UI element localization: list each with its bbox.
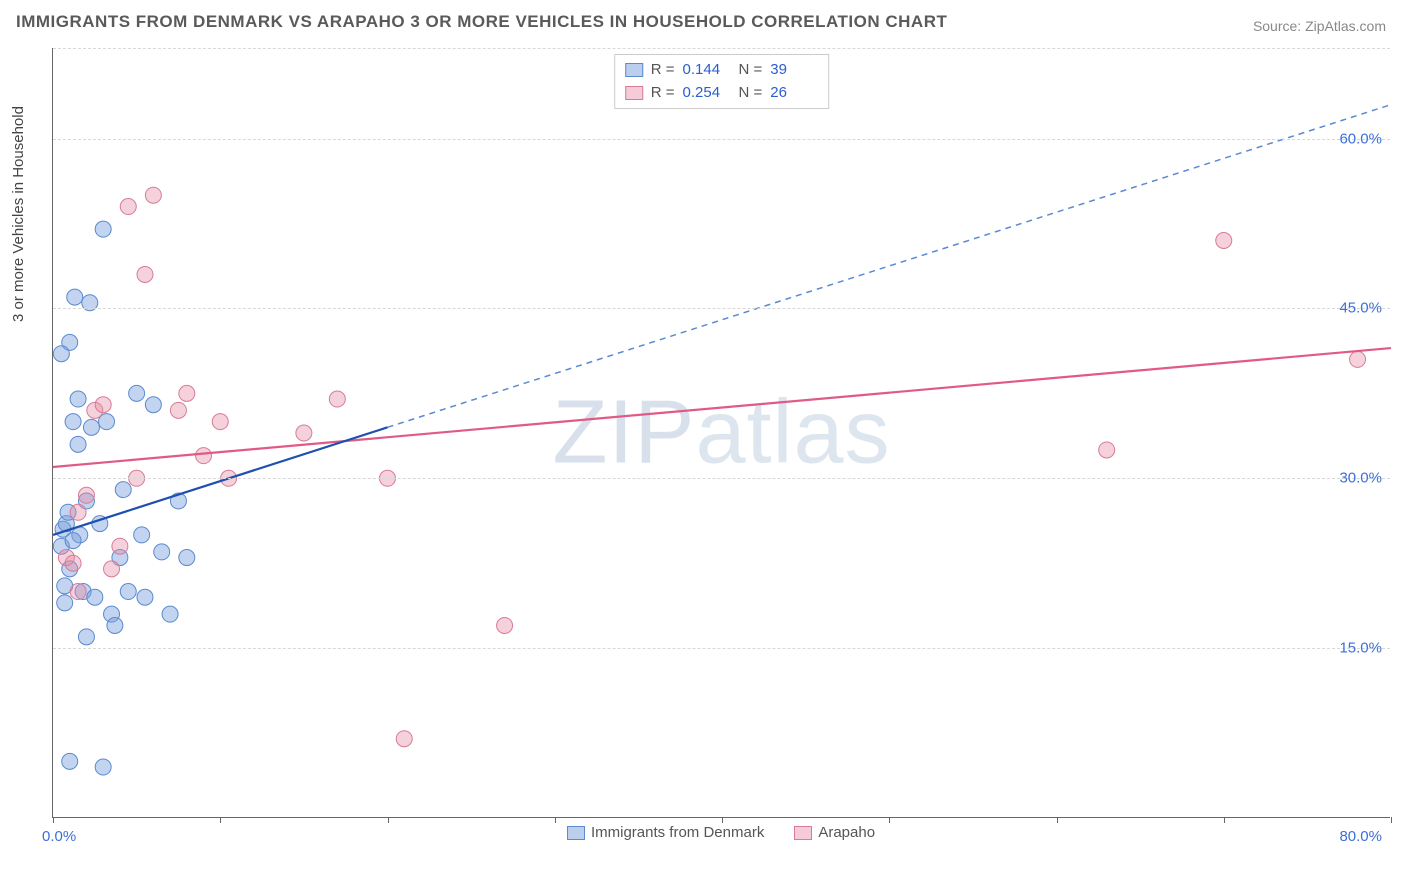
chart-title: IMMIGRANTS FROM DENMARK VS ARAPAHO 3 OR … [16,12,947,32]
stat-n-value: 39 [770,59,818,82]
data-point [179,385,195,401]
x-tick [1057,817,1058,823]
data-point [296,425,312,441]
x-tick [388,817,389,823]
data-point [129,385,145,401]
data-point [57,595,73,611]
data-point [78,629,94,645]
stat-r-value: 0.144 [683,59,731,82]
stat-n-label: N = [739,59,763,82]
stat-n-value: 26 [770,82,818,105]
data-point [212,414,228,430]
data-point [65,555,81,571]
x-tick [555,817,556,823]
data-point [53,346,69,362]
gridline [53,139,1390,140]
data-point [87,589,103,605]
data-point [95,397,111,413]
data-point [95,221,111,237]
data-point [137,589,153,605]
plot-svg [53,48,1390,817]
x-tick-label-max: 80.0% [1339,828,1382,845]
data-point [65,533,81,549]
data-point [396,731,412,747]
data-point [70,504,86,520]
trend-line-denmark-solid [53,427,388,535]
data-point [112,538,128,554]
x-tick [220,817,221,823]
legend-stat-row: R = 0.254 N = 26 [625,82,819,105]
y-tick-label: 30.0% [1339,470,1382,487]
trend-line-arapaho [53,348,1391,467]
data-point [120,584,136,600]
stat-r-label: R = [651,82,675,105]
legend-swatch [625,86,643,100]
x-tick-label-min: 0.0% [42,828,76,845]
data-point [1216,233,1232,249]
data-point [329,391,345,407]
data-point [78,487,94,503]
y-tick-label: 45.0% [1339,300,1382,317]
legend-swatch [625,63,643,77]
trend-line-denmark-dash [388,105,1392,428]
data-point [70,391,86,407]
x-axis-labels: 0.0% 80.0% [52,828,1390,858]
data-point [115,482,131,498]
data-point [145,187,161,203]
stat-r-label: R = [651,59,675,82]
data-point [145,397,161,413]
data-point [70,584,86,600]
data-point [83,419,99,435]
plot-area: ZIPatlas R = 0.144 N = 39 R = 0.254 N = … [52,48,1390,818]
data-point [154,544,170,560]
gridline [53,648,1390,649]
data-point [497,618,513,634]
legend-stat-row: R = 0.144 N = 39 [625,59,819,82]
data-point [104,561,120,577]
source-attribution: Source: ZipAtlas.com [1253,18,1386,34]
x-tick [1224,817,1225,823]
data-point [1350,351,1366,367]
gridline [53,48,1390,49]
gridline [53,478,1390,479]
data-point [65,414,81,430]
gridline [53,308,1390,309]
data-point [170,402,186,418]
data-point [134,527,150,543]
data-point [120,199,136,215]
data-point [107,618,123,634]
x-tick [889,817,890,823]
stat-n-label: N = [739,82,763,105]
y-tick-label: 60.0% [1339,130,1382,147]
data-point [137,266,153,282]
x-tick [53,817,54,823]
stat-r-value: 0.254 [683,82,731,105]
data-point [62,753,78,769]
data-point [70,436,86,452]
y-axis-title: 3 or more Vehicles in Household [10,106,27,322]
data-point [95,759,111,775]
data-point [67,289,83,305]
x-tick [722,817,723,823]
data-point [179,550,195,566]
data-point [196,448,212,464]
x-tick [1391,817,1392,823]
data-point [1099,442,1115,458]
y-tick-label: 15.0% [1339,640,1382,657]
data-point [162,606,178,622]
legend-stats: R = 0.144 N = 39 R = 0.254 N = 26 [614,54,830,109]
